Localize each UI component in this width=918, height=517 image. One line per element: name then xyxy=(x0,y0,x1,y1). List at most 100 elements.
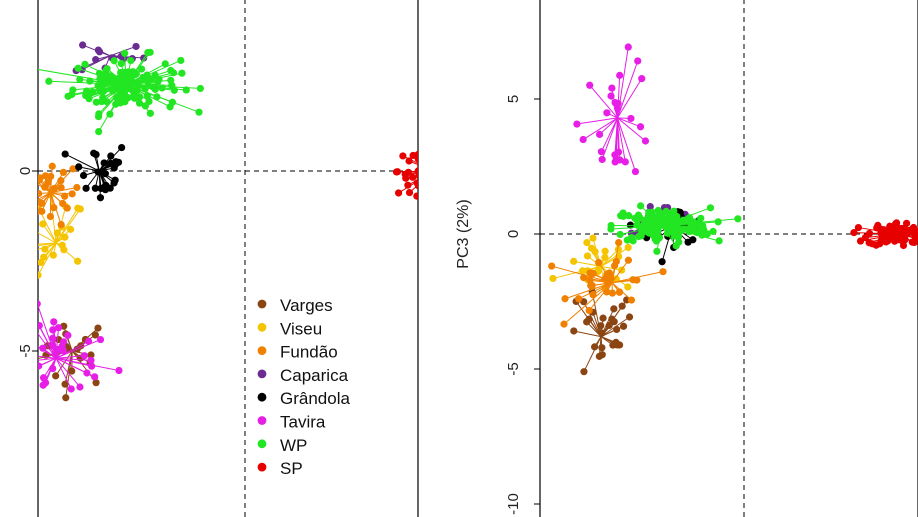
data-point xyxy=(443,189,450,196)
spoke-line xyxy=(431,169,434,171)
data-point xyxy=(39,344,47,352)
data-point xyxy=(850,229,858,237)
data-point xyxy=(39,220,47,228)
data-point xyxy=(589,291,597,299)
points-layer xyxy=(548,43,918,376)
data-point xyxy=(46,212,55,221)
data-point xyxy=(167,76,175,84)
data-point xyxy=(459,167,466,174)
data-point xyxy=(100,159,108,167)
spoke-line xyxy=(432,152,434,171)
spoke-line xyxy=(38,332,57,359)
data-point xyxy=(889,226,897,234)
data-point xyxy=(423,181,430,188)
data-point xyxy=(158,84,166,92)
y-tick-label: -10 xyxy=(505,493,522,515)
data-point xyxy=(74,64,82,72)
legend-marker-grândola xyxy=(257,392,267,402)
data-point xyxy=(111,176,119,184)
data-point xyxy=(425,159,432,166)
data-point xyxy=(76,383,84,391)
data-point xyxy=(603,109,611,117)
data-point xyxy=(57,220,65,229)
spoke-line xyxy=(427,171,434,202)
data-point xyxy=(433,155,440,162)
data-point xyxy=(38,176,43,184)
spoke-line xyxy=(434,162,444,171)
data-point xyxy=(394,189,403,197)
data-point xyxy=(856,237,865,245)
data-point xyxy=(49,364,57,373)
spoke-line xyxy=(617,117,641,128)
data-point xyxy=(111,160,120,169)
data-point xyxy=(693,219,701,228)
spoke-line xyxy=(434,171,435,173)
data-point xyxy=(432,161,439,168)
data-point xyxy=(50,318,58,326)
data-point xyxy=(437,157,444,164)
spoke-line xyxy=(434,166,448,171)
series-sp xyxy=(392,148,466,202)
data-point xyxy=(40,253,48,261)
spoke-line xyxy=(433,170,434,171)
data-point xyxy=(436,166,443,173)
spoke-line xyxy=(55,340,89,359)
data-point xyxy=(141,85,149,93)
data-point xyxy=(88,362,96,370)
data-point xyxy=(900,226,908,234)
data-point xyxy=(654,233,662,241)
data-point xyxy=(92,379,100,387)
spoke-line xyxy=(614,117,618,155)
spoke-line xyxy=(419,171,434,176)
plot-frame xyxy=(539,0,918,517)
data-point xyxy=(88,88,97,96)
data-point xyxy=(63,204,71,212)
data-point xyxy=(49,334,57,342)
legend-marker-sp xyxy=(257,462,267,472)
data-point xyxy=(428,166,435,173)
data-point xyxy=(447,174,454,181)
data-point xyxy=(61,150,69,158)
data-point xyxy=(74,257,82,265)
spoke-line xyxy=(617,117,646,142)
data-point xyxy=(603,288,611,296)
data-point xyxy=(59,199,67,208)
spoke-line xyxy=(431,171,434,185)
data-point xyxy=(714,218,722,226)
spoke-line xyxy=(599,117,618,135)
data-point xyxy=(432,182,439,189)
data-point xyxy=(115,74,123,82)
spoke-line xyxy=(431,154,434,171)
data-point xyxy=(49,326,57,334)
series-fundão xyxy=(548,239,667,328)
data-point xyxy=(61,380,69,388)
data-point xyxy=(149,83,157,91)
data-point xyxy=(422,180,429,187)
data-point xyxy=(583,252,592,260)
data-point xyxy=(60,338,68,346)
spoke-line xyxy=(55,355,85,359)
data-point xyxy=(579,135,587,144)
spoke-line xyxy=(55,208,81,244)
data-point xyxy=(636,213,644,222)
data-point xyxy=(413,192,418,200)
data-point xyxy=(95,48,104,56)
spoke-line xyxy=(434,171,450,179)
data-point xyxy=(414,155,418,163)
data-point xyxy=(684,225,692,233)
data-point xyxy=(54,324,63,332)
data-point xyxy=(61,192,69,200)
spoke-line xyxy=(428,163,434,171)
data-point xyxy=(448,152,455,159)
spoke-line xyxy=(434,171,443,173)
data-point xyxy=(607,274,615,282)
data-point xyxy=(561,295,569,303)
data-point xyxy=(68,367,76,375)
data-point xyxy=(94,112,103,121)
legend-label-grândola: Grândola xyxy=(280,389,350,408)
data-point xyxy=(115,366,123,375)
spoke-line xyxy=(423,148,434,171)
data-point xyxy=(76,205,84,213)
data-point xyxy=(87,351,95,359)
data-point xyxy=(166,103,174,111)
